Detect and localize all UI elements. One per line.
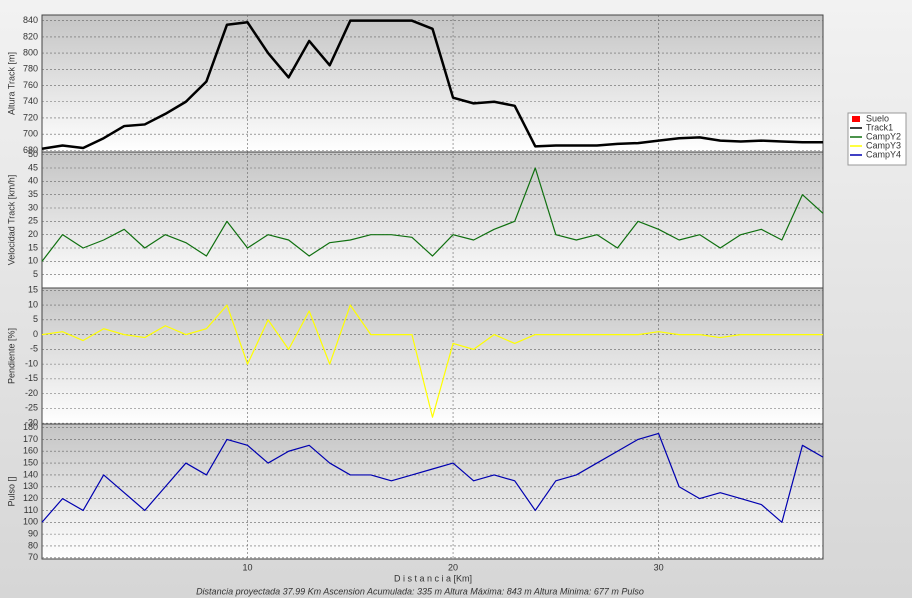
y-tick-label: 740 (23, 96, 38, 106)
y-tick-label: 10 (28, 299, 38, 309)
footer: Distancia proyectada 37.99 Km Ascension … (196, 586, 644, 596)
y-tick-label: 15 (28, 242, 38, 252)
legend-swatch (852, 116, 860, 122)
y-tick-label: 25 (28, 216, 38, 226)
y-tick-label: 180 (23, 422, 38, 432)
y-tick-label: 110 (24, 505, 38, 515)
y-tick-label: 700 (23, 129, 38, 139)
legend-label: CampY3 (866, 140, 901, 150)
y-tick-label: 5 (33, 269, 38, 279)
plot-area (41, 423, 824, 560)
y-axis-title: Pendiente [%] (6, 328, 16, 384)
y-axis-title: Velocidad Track [km/h] (6, 175, 16, 266)
data-line (41, 432, 824, 523)
y-tick-label: 680 (23, 145, 38, 155)
y-tick-label: 150 (23, 457, 38, 467)
y-tick-label: 80 (28, 540, 38, 550)
y-tick-label: 720 (23, 112, 38, 122)
y-tick-label: 100 (23, 517, 38, 527)
y-tick-label: -15 (25, 373, 38, 383)
y-tick-label: 70 (28, 552, 38, 562)
legend-label: Track1 (866, 122, 893, 132)
y-tick-label: 30 (28, 202, 38, 212)
y-tick-label: 40 (28, 176, 38, 186)
plot-area (41, 287, 824, 425)
y-tick-label: 780 (23, 64, 38, 74)
x-tick-label: 30 (654, 562, 664, 572)
y-tick-label: -25 (25, 403, 38, 413)
y-tick-label: 140 (23, 469, 38, 479)
data-line (41, 167, 824, 262)
y-tick-label: 760 (23, 80, 38, 90)
legend-label: CampY4 (866, 149, 901, 159)
x-axis-title: D i s t a n c i a [Km] (394, 573, 472, 583)
legend-label: Suelo (866, 113, 889, 123)
y-tick-label: 35 (28, 189, 38, 199)
y-tick-label: 10 (28, 256, 38, 266)
y-tick-label: -30 (25, 417, 38, 427)
legend-label: CampY2 (866, 131, 901, 141)
data-line (41, 19, 823, 150)
y-tick-label: -20 (25, 388, 38, 398)
y-axis-title: Pulso [] (6, 476, 16, 506)
y-tick-label: 90 (28, 529, 38, 539)
y-tick-label: 20 (28, 229, 38, 239)
y-tick-label: 5 (33, 314, 38, 324)
y-tick-label: 160 (23, 446, 38, 456)
x-tick-label: 20 (448, 562, 458, 572)
data-line (41, 304, 823, 418)
y-tick-label: 170 (23, 434, 38, 444)
x-tick-label: 10 (243, 562, 253, 572)
y-tick-label: 800 (23, 47, 38, 57)
y-tick-label: 15 (28, 285, 38, 295)
y-tick-label: -5 (30, 344, 38, 354)
y-tick-label: 0 (33, 329, 38, 339)
y-tick-label: 120 (23, 493, 38, 503)
y-tick-label: 45 (28, 162, 38, 172)
y-tick-label: -10 (25, 358, 38, 368)
y-tick-label: 50 (28, 149, 38, 159)
plot-area (41, 14, 824, 153)
y-tick-label: 820 (23, 31, 38, 41)
y-tick-label: 130 (23, 481, 38, 491)
plot-area (41, 151, 824, 289)
y-axis-title: Altura Track [m] (6, 52, 16, 115)
y-tick-label: 840 (23, 15, 38, 25)
